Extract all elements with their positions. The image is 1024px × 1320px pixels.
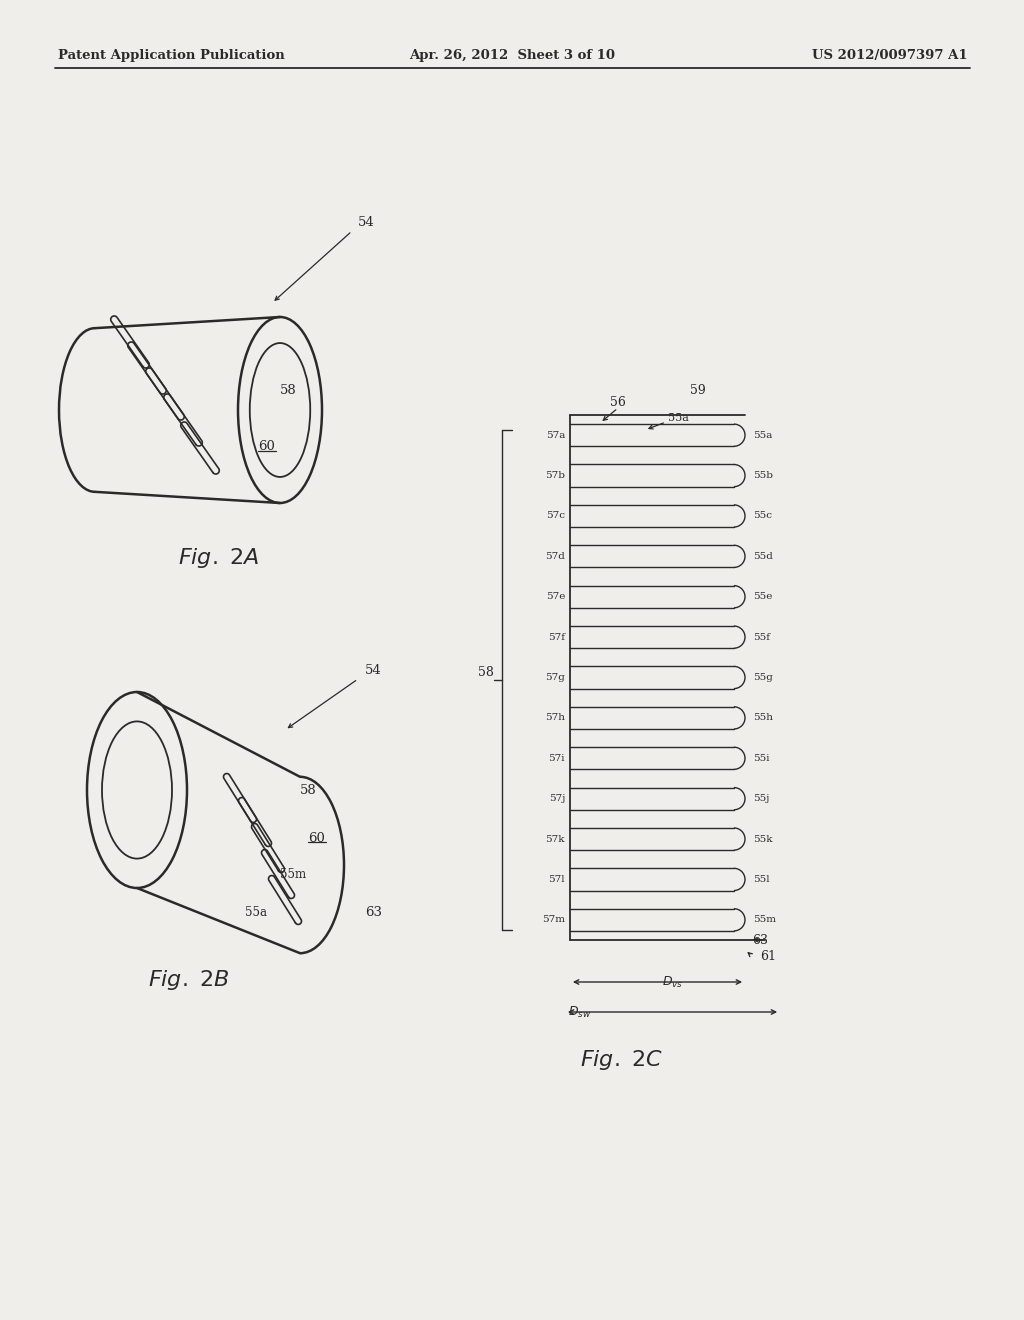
Text: 57e: 57e: [546, 593, 565, 601]
Text: 55d: 55d: [753, 552, 773, 561]
Text: $\mathit{Fig.\ 2B}$: $\mathit{Fig.\ 2B}$: [148, 968, 229, 993]
Text: 57h: 57h: [545, 713, 565, 722]
Text: 54: 54: [365, 664, 382, 676]
Text: 56: 56: [610, 396, 626, 408]
Text: 63: 63: [752, 933, 768, 946]
Text: 55a: 55a: [668, 413, 689, 422]
Text: 55f: 55f: [753, 632, 770, 642]
Text: $D_{sw}$: $D_{sw}$: [568, 1005, 591, 1019]
Text: 55j: 55j: [753, 795, 769, 803]
Text: $\mathit{Fig.\ 2C}$: $\mathit{Fig.\ 2C}$: [580, 1048, 664, 1072]
Text: 57l: 57l: [549, 875, 565, 884]
Text: $D_{vs}$: $D_{vs}$: [663, 974, 684, 990]
Text: 59: 59: [690, 384, 706, 396]
Text: 57i: 57i: [549, 754, 565, 763]
Text: 58: 58: [300, 784, 316, 796]
Text: 57j: 57j: [549, 795, 565, 803]
Text: 58: 58: [280, 384, 297, 396]
Text: $\mathit{Fig.\ 2A}$: $\mathit{Fig.\ 2A}$: [178, 546, 259, 570]
Text: 55c: 55c: [753, 511, 772, 520]
Text: 60: 60: [308, 832, 325, 845]
Text: 57d: 57d: [545, 552, 565, 561]
Text: 55g: 55g: [753, 673, 773, 682]
Text: 57g: 57g: [545, 673, 565, 682]
Text: 57c: 57c: [546, 511, 565, 520]
Text: 55h: 55h: [753, 713, 773, 722]
Text: 55m: 55m: [753, 915, 776, 924]
Text: 61: 61: [760, 950, 776, 964]
Text: 63: 63: [365, 906, 382, 919]
Text: 57k: 57k: [546, 834, 565, 843]
Text: 55l: 55l: [753, 875, 770, 884]
Text: 58: 58: [478, 665, 494, 678]
Text: 57b: 57b: [545, 471, 565, 480]
Text: 55m: 55m: [280, 869, 306, 882]
Text: US 2012/0097397 A1: US 2012/0097397 A1: [812, 49, 968, 62]
Text: 60: 60: [258, 441, 274, 454]
Text: 55b: 55b: [753, 471, 773, 480]
Text: 55k: 55k: [753, 834, 772, 843]
Text: 57a: 57a: [546, 430, 565, 440]
Text: 57m: 57m: [542, 915, 565, 924]
Text: 57f: 57f: [548, 632, 565, 642]
Text: 55a: 55a: [753, 430, 772, 440]
Text: 54: 54: [358, 215, 375, 228]
Text: 55e: 55e: [753, 593, 772, 601]
Text: Apr. 26, 2012  Sheet 3 of 10: Apr. 26, 2012 Sheet 3 of 10: [409, 49, 615, 62]
Text: Patent Application Publication: Patent Application Publication: [58, 49, 285, 62]
Text: 55i: 55i: [753, 754, 769, 763]
Text: 55a: 55a: [245, 906, 267, 919]
